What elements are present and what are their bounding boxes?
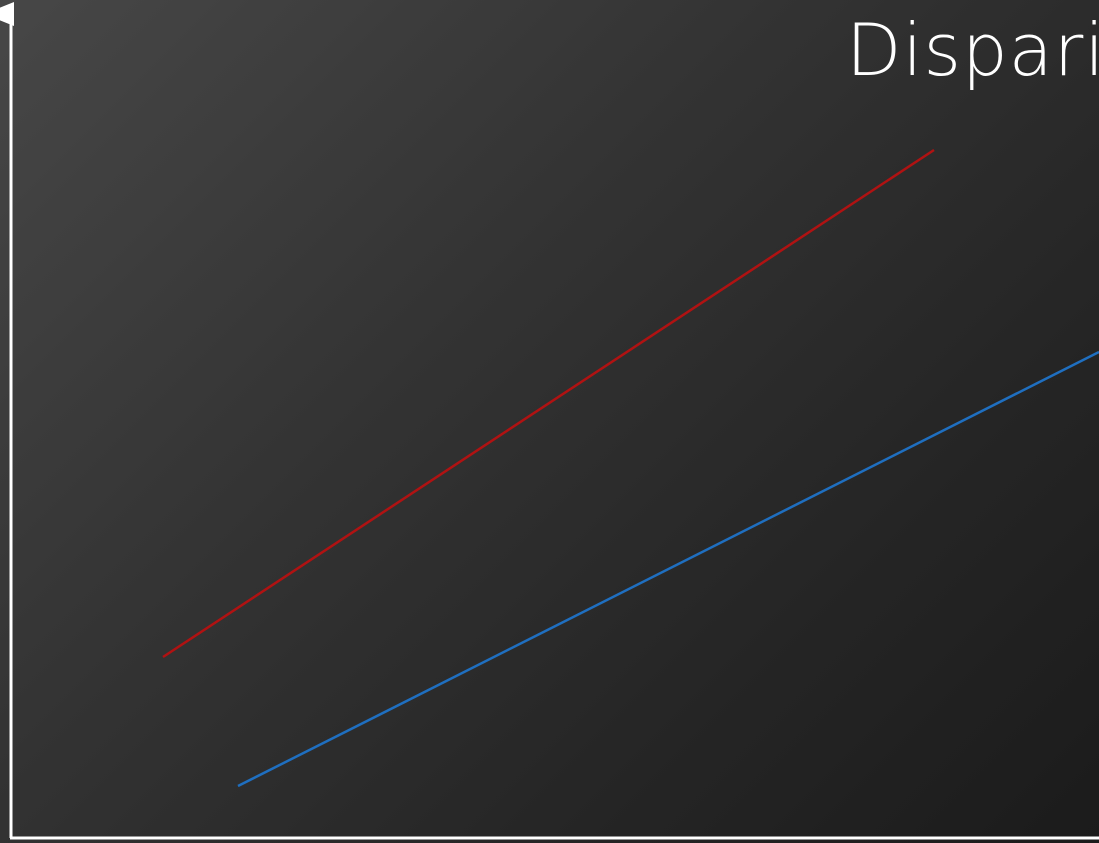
blue-line xyxy=(237,350,1099,788)
red-line xyxy=(162,148,935,659)
diagram-title: Dispari xyxy=(846,8,1099,92)
